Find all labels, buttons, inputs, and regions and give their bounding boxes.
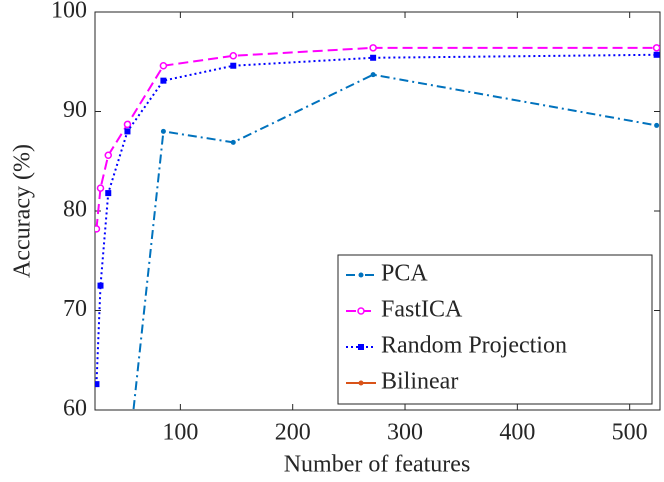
marker <box>124 128 131 135</box>
marker <box>358 344 364 350</box>
plot-area <box>95 44 660 468</box>
legend-label: Random Projection <box>381 333 567 359</box>
marker <box>97 282 104 289</box>
y-axis-label: Accuracy (%) <box>10 144 36 278</box>
marker <box>160 77 167 84</box>
x-tick-label: 200 <box>275 420 311 446</box>
marker <box>95 225 101 233</box>
marker <box>358 380 364 386</box>
marker <box>123 120 132 129</box>
x-tick-label: 100 <box>162 420 198 446</box>
y-tick-label: 100 <box>51 0 87 24</box>
marker <box>370 72 376 78</box>
legend-box <box>337 254 653 405</box>
marker <box>104 151 113 160</box>
legend-label: Bilinear <box>381 369 458 395</box>
marker <box>370 54 377 61</box>
marker <box>358 272 364 278</box>
marker <box>105 190 112 197</box>
marker <box>160 128 166 134</box>
marker <box>96 184 105 192</box>
x-axis-label: Number of features <box>284 452 471 478</box>
x-tick-label: 400 <box>499 420 535 446</box>
marker <box>357 307 365 315</box>
x-tick-label: 300 <box>387 420 423 446</box>
y-tick-label: 90 <box>63 97 87 123</box>
marker <box>654 122 660 128</box>
marker <box>230 62 237 69</box>
marker <box>652 44 660 52</box>
legend-label: PCA <box>381 261 428 287</box>
legend-label: FastICA <box>381 297 463 323</box>
marker <box>159 61 168 70</box>
marker <box>230 139 236 145</box>
marker <box>653 51 660 58</box>
marker <box>369 44 377 52</box>
marker <box>95 381 100 388</box>
marker <box>229 52 238 60</box>
series-line <box>95 53 657 385</box>
x-tick-label: 500 <box>612 420 648 446</box>
y-tick-label: 70 <box>63 296 87 322</box>
y-tick-label: 80 <box>63 197 87 223</box>
series-line <box>95 46 657 230</box>
marker <box>125 463 130 468</box>
y-tick-label: 60 <box>63 396 87 422</box>
